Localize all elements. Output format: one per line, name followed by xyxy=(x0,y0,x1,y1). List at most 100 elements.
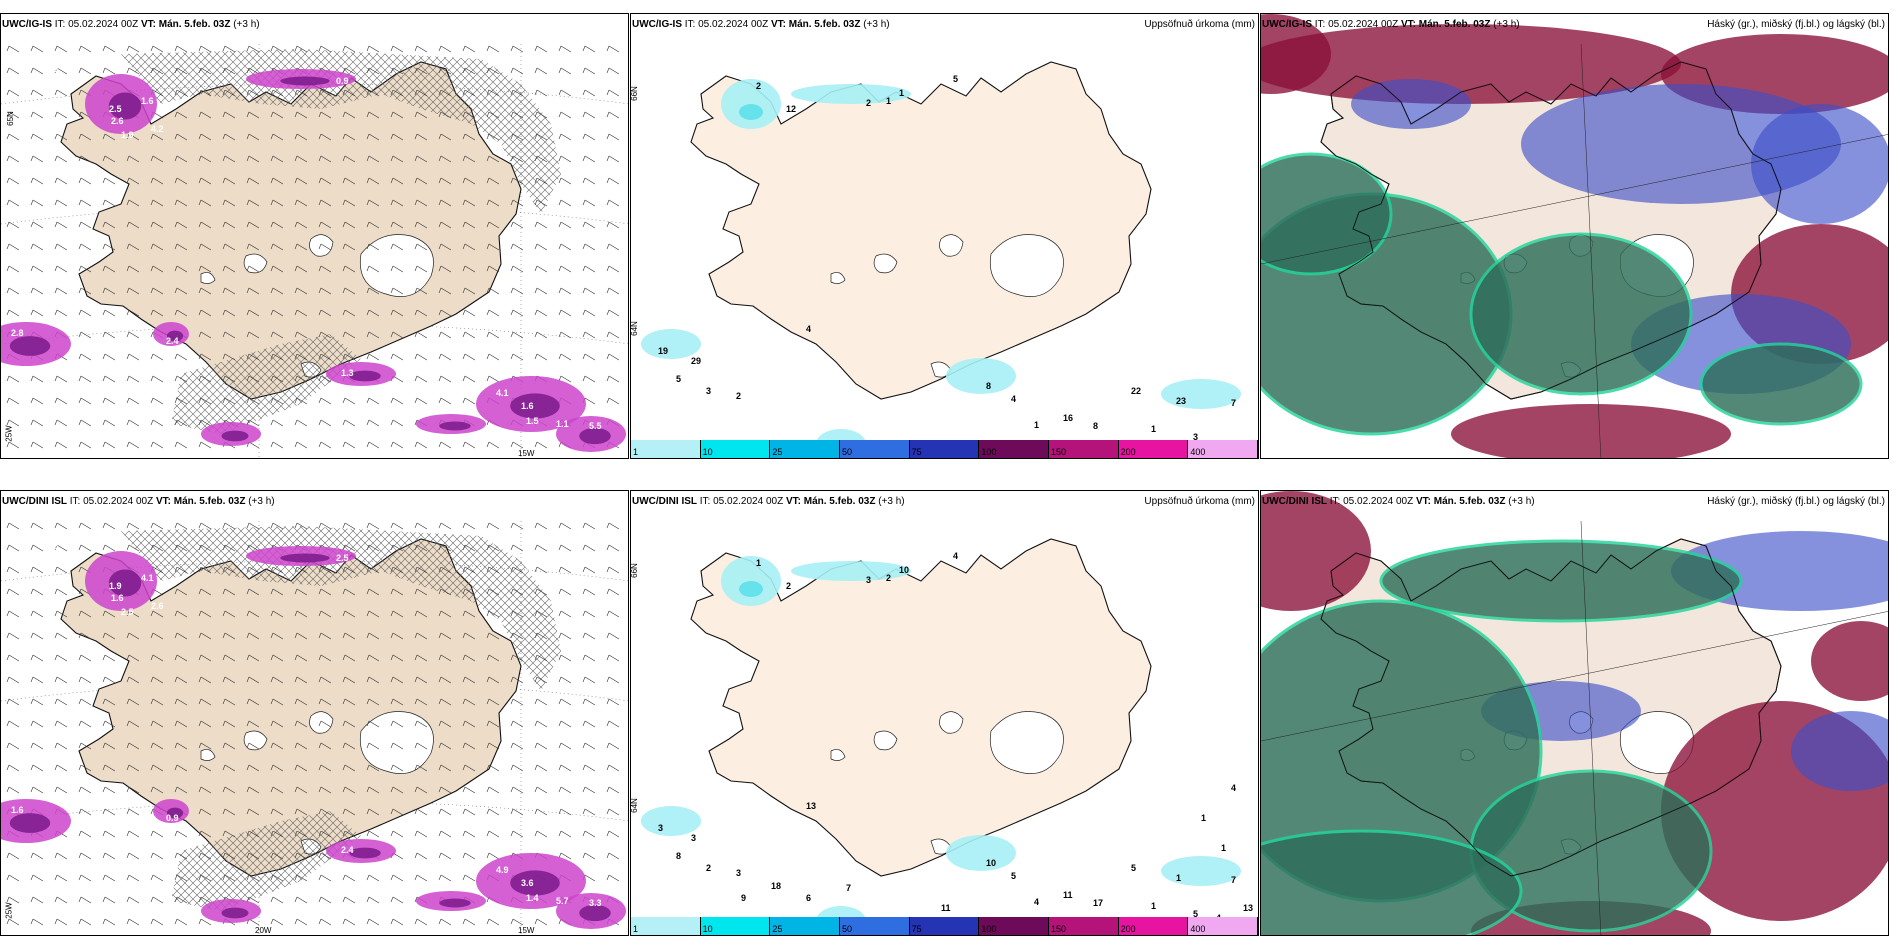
wind-barb xyxy=(486,698,500,706)
wind-barb xyxy=(174,375,188,383)
wind-barb xyxy=(78,353,92,361)
wind-barb xyxy=(414,375,428,383)
wind-barb xyxy=(246,808,260,816)
wind-barb xyxy=(318,309,332,317)
wind-barb xyxy=(606,566,620,574)
wind-barb xyxy=(126,676,140,684)
wind-barb xyxy=(78,632,92,640)
wind-barb xyxy=(510,918,524,926)
wind-barb xyxy=(54,566,68,574)
wind-barb xyxy=(174,852,188,860)
wind-barb xyxy=(486,786,500,794)
wind-barb xyxy=(366,918,380,926)
wind-barb xyxy=(198,177,212,185)
wind-barb xyxy=(198,654,212,662)
lon-label: 15W xyxy=(518,926,535,935)
wind-barb xyxy=(534,764,548,772)
wind-barb xyxy=(30,566,44,574)
wind-barb xyxy=(198,852,212,860)
wind-barb xyxy=(486,676,500,684)
wind-barb xyxy=(150,676,164,684)
precip-value-label: 1 xyxy=(1176,873,1181,883)
wind-barb xyxy=(414,918,428,926)
wind-barb xyxy=(246,522,260,530)
wind-barb xyxy=(126,786,140,794)
precip-value-label: 3.6 xyxy=(521,878,534,888)
wind-barb xyxy=(270,331,284,339)
wind-barb xyxy=(246,177,260,185)
wind-barb xyxy=(270,177,284,185)
wind-barb xyxy=(342,199,356,207)
wind-barb xyxy=(126,896,140,904)
precip-value-label: 1.9 xyxy=(109,581,122,591)
wind-barb xyxy=(438,133,452,141)
wind-barb xyxy=(222,331,236,339)
wind-barb xyxy=(366,397,380,405)
wind-barb xyxy=(150,221,164,229)
precip-value-label: 9 xyxy=(741,893,746,903)
wind-barb xyxy=(486,67,500,75)
wind-barb xyxy=(150,133,164,141)
wind-barb xyxy=(54,177,68,185)
wind-barb xyxy=(174,720,188,728)
wind-barb xyxy=(222,852,236,860)
wind-map: 0.2 2.6 1.6 4.2 2.5 1.9 2.4 2.8 1.3 1.6 1.5 4.1 1.1 5… xyxy=(1,44,628,458)
wind-barb xyxy=(342,309,356,317)
wind-barb xyxy=(534,265,548,273)
coastline xyxy=(1320,61,1782,400)
wind-barb xyxy=(414,654,428,662)
wind-barb xyxy=(390,397,404,405)
wind-barb xyxy=(486,632,500,640)
legend-tick-label: 25 xyxy=(772,924,783,934)
wind-barb xyxy=(534,588,548,596)
wind-barb xyxy=(582,309,596,317)
lon-label: 20W xyxy=(255,926,272,935)
wind-barb xyxy=(54,588,68,596)
wind-barb xyxy=(342,918,356,926)
wind-barb xyxy=(294,654,308,662)
wind-barb xyxy=(198,67,212,75)
wind-barb xyxy=(30,720,44,728)
wind-barb xyxy=(78,155,92,163)
wind-barb xyxy=(78,397,92,405)
wind-barb xyxy=(6,89,20,97)
wind-barb xyxy=(318,221,332,229)
wind-barb xyxy=(54,742,68,750)
wind-barb xyxy=(78,852,92,860)
precip-value-label: 2.6 xyxy=(151,601,164,611)
wind-barb xyxy=(150,544,164,552)
wind-barb xyxy=(78,265,92,273)
wind-barb xyxy=(462,397,476,405)
wind-barb xyxy=(390,588,404,596)
precip-area xyxy=(641,806,701,836)
wind-barb xyxy=(126,654,140,662)
precip-value-label: 2.5 xyxy=(336,553,349,563)
wind-barb xyxy=(366,287,380,295)
wind-barb xyxy=(294,610,308,618)
wind-barb xyxy=(414,111,428,119)
wind-barb xyxy=(534,221,548,229)
legend-tick-label: 1 xyxy=(633,924,639,934)
wind-barb xyxy=(150,199,164,207)
precip-core xyxy=(280,76,330,86)
wind-barb xyxy=(582,544,596,552)
wind-barb xyxy=(222,874,236,882)
wind-barb xyxy=(414,441,428,449)
hatched-area xyxy=(121,49,561,214)
wind-barb xyxy=(318,676,332,684)
wind-barb xyxy=(582,830,596,838)
wind-barb xyxy=(486,764,500,772)
wind-barb xyxy=(246,353,260,361)
wind-barb xyxy=(222,287,236,295)
wind-barb xyxy=(558,353,572,361)
legend-swatch xyxy=(700,917,771,935)
wind-barb xyxy=(126,544,140,552)
wind-barb xyxy=(342,441,356,449)
wind-barb xyxy=(438,397,452,405)
glacier xyxy=(830,272,846,284)
wind-barb xyxy=(606,544,620,552)
wind-barb xyxy=(246,698,260,706)
wind-barb xyxy=(294,375,308,383)
wind-barb xyxy=(294,133,308,141)
wind-barb xyxy=(558,265,572,273)
